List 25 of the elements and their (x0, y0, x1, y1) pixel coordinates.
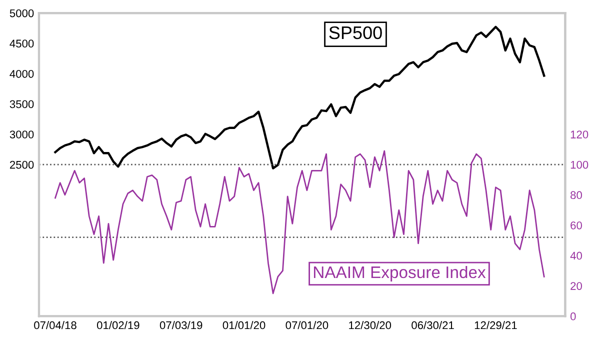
y2-tick-label: 60 (570, 221, 582, 230)
y-tick-label: 5000 (10, 9, 34, 18)
x-tick-label: 07/03/19 (160, 320, 202, 330)
x-tick-label: 01/01/20 (222, 320, 266, 330)
y2-tick-label: 0 (570, 312, 576, 320)
x-tick-label: 07/04/18 (34, 320, 76, 330)
series-label: NAAIM Exposure Index (314, 266, 486, 282)
text: SP500 (329, 26, 382, 40)
x-tick-label: 06/30/21 (412, 320, 454, 330)
y2-tick-label: 80 (570, 191, 582, 200)
y-tick-label: 3500 (10, 100, 34, 108)
y-tick-label: 4000 (10, 70, 34, 78)
x-tick-label: 12/30/20 (349, 320, 392, 330)
line-series (54, 26, 546, 170)
x-tick-label: 12/29/21 (474, 320, 517, 330)
x-tick-label: 01/02/19 (96, 320, 140, 330)
y2-tick-label: 100 (570, 160, 588, 169)
y-tick-label: 2500 (10, 160, 34, 169)
y2-tick-label: 20 (570, 282, 582, 290)
line-series (54, 150, 545, 294)
y2-tick-label: 120 (570, 130, 588, 138)
y-tick-label: 3000 (10, 130, 34, 138)
x-tick-label: 07/01/20 (286, 320, 328, 330)
y2-tick-label: 40 (570, 252, 582, 260)
y-tick-label: 4500 (10, 40, 34, 48)
